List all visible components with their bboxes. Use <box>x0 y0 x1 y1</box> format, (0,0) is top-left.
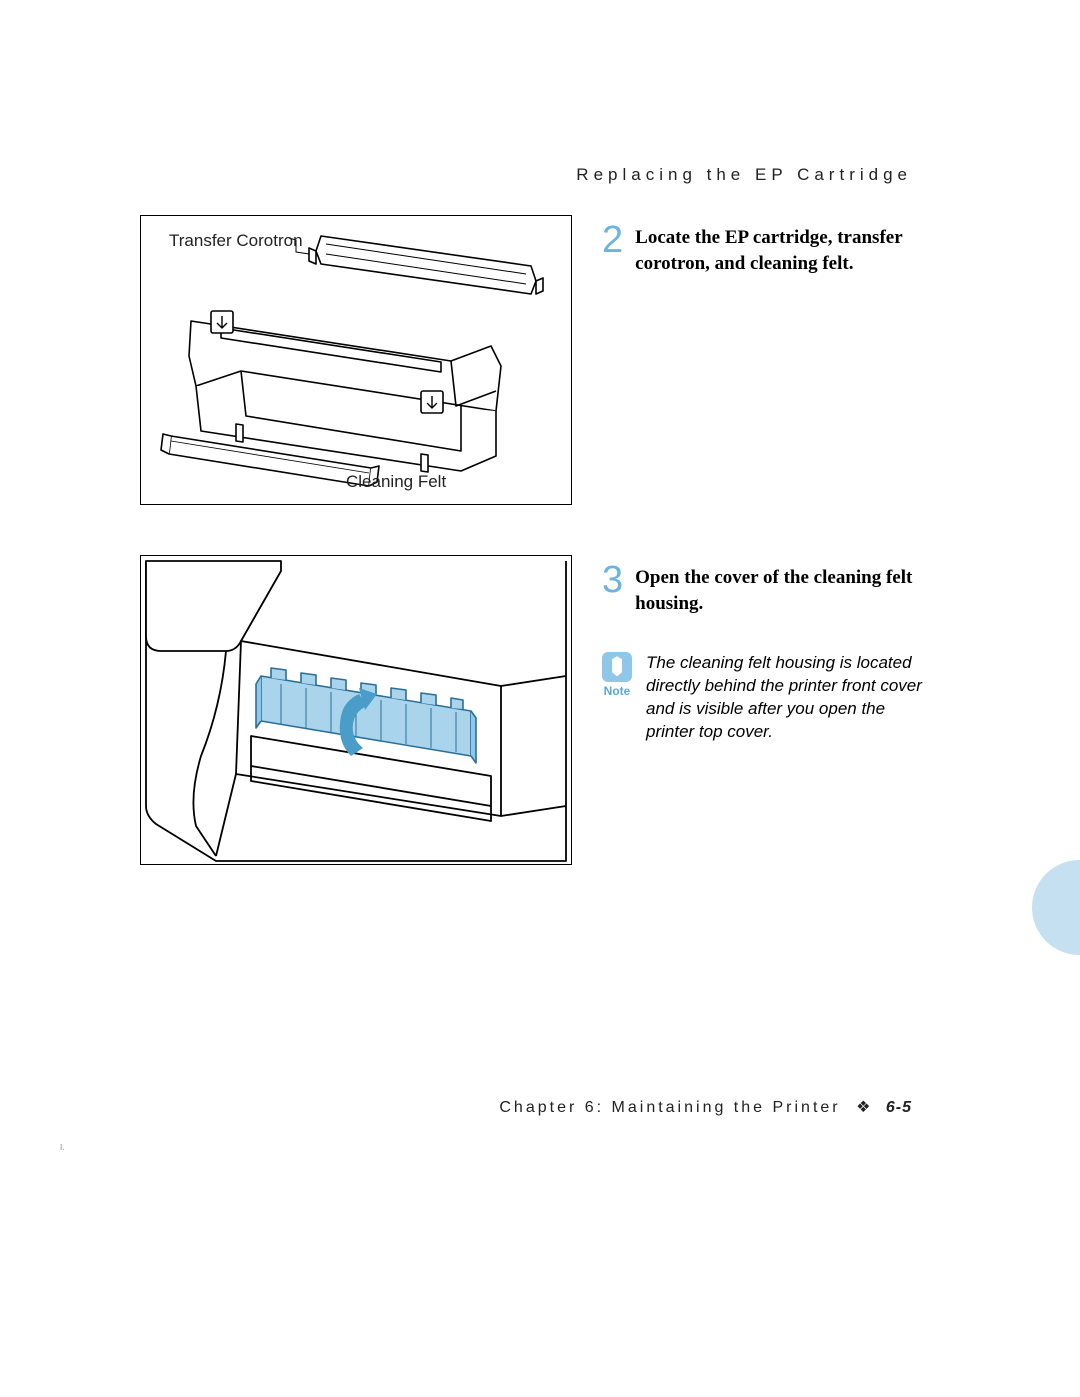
figure-ep-cartridge-parts: Transfer Corotron Cleaning Felt <box>140 215 572 505</box>
step-3-column: 3 Open the cover of the cleaning felt ho… <box>602 555 930 865</box>
section-step-2: Transfer Corotron Cleaning Felt 2 Locate… <box>140 215 930 505</box>
footer-bullet: ❖ <box>856 1099 870 1116</box>
footer-page-number: 6-5 <box>886 1099 912 1116</box>
note-icon-wrap: Note <box>602 652 632 698</box>
note-block: Note The cleaning felt housing is locate… <box>602 652 930 744</box>
footer-chapter: Chapter 6: Maintaining the Printer <box>499 1099 840 1116</box>
pencil-icon <box>602 652 632 682</box>
diagram-cartridge <box>141 216 571 504</box>
section-step-3: 3 Open the cover of the cleaning felt ho… <box>140 555 930 865</box>
diagram-housing <box>141 556 571 864</box>
note-text: The cleaning felt housing is located dir… <box>646 652 930 744</box>
note-label: Note <box>604 684 631 698</box>
page-header: Replacing the EP Cartridge <box>576 165 912 185</box>
step-2-text: Locate the EP cartridge, transfer corotr… <box>635 221 930 276</box>
page-footer: Chapter 6: Maintaining the Printer ❖ 6-5 <box>499 1097 912 1117</box>
step-3-number: 3 <box>602 561 623 599</box>
step-2: 2 Locate the EP cartridge, transfer coro… <box>602 221 930 276</box>
step-3-text: Open the cover of the cleaning felt hous… <box>635 561 930 616</box>
step-3: 3 Open the cover of the cleaning felt ho… <box>602 561 930 616</box>
step-2-column: 2 Locate the EP cartridge, transfer coro… <box>602 215 930 505</box>
step-2-number: 2 <box>602 221 623 259</box>
label-transfer-corotron: Transfer Corotron <box>169 231 303 251</box>
tiny-mark: I. <box>60 1143 64 1152</box>
thumb-tab <box>1032 860 1080 955</box>
figure-cleaning-felt-housing <box>140 555 572 865</box>
label-cleaning-felt: Cleaning Felt <box>346 472 446 492</box>
